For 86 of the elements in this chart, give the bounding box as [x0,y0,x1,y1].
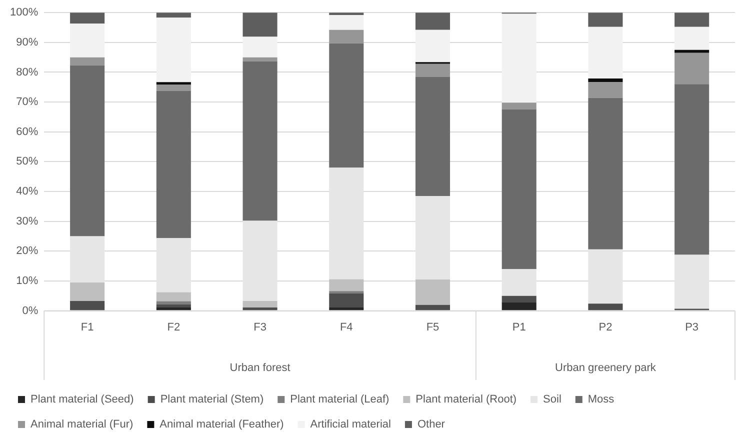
bar [415,77,450,196]
y-tick-label: 80% [16,66,38,78]
y-tick-label: 90% [16,36,38,48]
x-tick-label: F5 [426,321,440,334]
y-tick-label: 70% [16,96,38,108]
bar [502,296,536,302]
bar [156,90,191,238]
bar [329,14,364,30]
bar [415,30,450,62]
bar [156,238,191,292]
x-tick-label: F2 [167,321,180,334]
legend-label: Plant material (Stem) [160,394,264,406]
bar [674,254,710,309]
y-tick-label: 100% [10,6,38,19]
y-tick-label: 10% [16,275,38,288]
bar [70,65,105,236]
bar [156,304,191,308]
bar [588,249,623,304]
bar [674,50,710,53]
bar [415,279,450,305]
bar [70,282,105,301]
text: Urban forest [230,362,290,374]
bar [415,304,450,310]
bar [242,300,278,308]
bar [70,12,105,24]
bar [502,102,536,110]
bar [329,168,364,280]
bar [156,308,191,310]
x-tick-label: P1 [512,321,526,334]
bar [70,57,105,66]
bar [156,292,191,302]
x-tick-label: F1 [80,321,94,334]
text: Urban greenery park [555,362,656,374]
bar [242,57,278,62]
bar [156,18,191,82]
bar [329,308,364,310]
y-tick-label: 30% [16,215,38,228]
bar [588,26,623,78]
bar [329,30,364,44]
legend-label: Moss [588,394,615,406]
legend-label: Plant material (Seed) [30,394,134,406]
legend-label: Artificial material [310,418,391,431]
bar [70,24,105,58]
bar [588,98,623,250]
x-tick-label: F4 [340,321,353,334]
bar [242,36,278,58]
bar [415,64,450,78]
x-tick-label: P3 [685,321,699,334]
y-tick-label: 20% [16,245,38,258]
x-tick-label: P2 [598,321,612,334]
bar [242,61,278,221]
bar [674,26,710,50]
bar [70,300,105,310]
bar [674,84,710,255]
bar [415,196,450,280]
bar [329,43,364,168]
legend-label: Plant material (Root) [416,394,517,406]
bar [588,78,623,82]
bar [502,14,536,103]
legend-label: Plant material (Leaf) [290,394,390,406]
x-tick-label: F3 [254,321,266,334]
legend-label: Animal material (Fur) [30,418,134,431]
y-tick-label: 50% [16,156,38,168]
bar [70,236,105,282]
bar [502,302,536,310]
y-tick-label: 40% [16,186,38,198]
bar [674,52,710,84]
bar [242,220,278,301]
bar [502,269,536,296]
bar [329,279,364,292]
legend-label: Soil [543,394,562,406]
bar [242,308,278,310]
legend-label: Animal material (Feather) [160,418,284,431]
bar [502,109,536,270]
bar [329,293,364,308]
legend-label: Other [417,418,446,431]
bar [588,12,623,27]
y-tick-label: 0% [22,304,38,317]
bar [156,82,191,85]
bar [588,304,623,310]
bar [242,12,278,37]
bar [674,12,710,27]
y-tick-label: 60% [16,126,38,138]
bar [156,84,191,91]
bar [415,12,450,30]
bar [588,82,623,98]
